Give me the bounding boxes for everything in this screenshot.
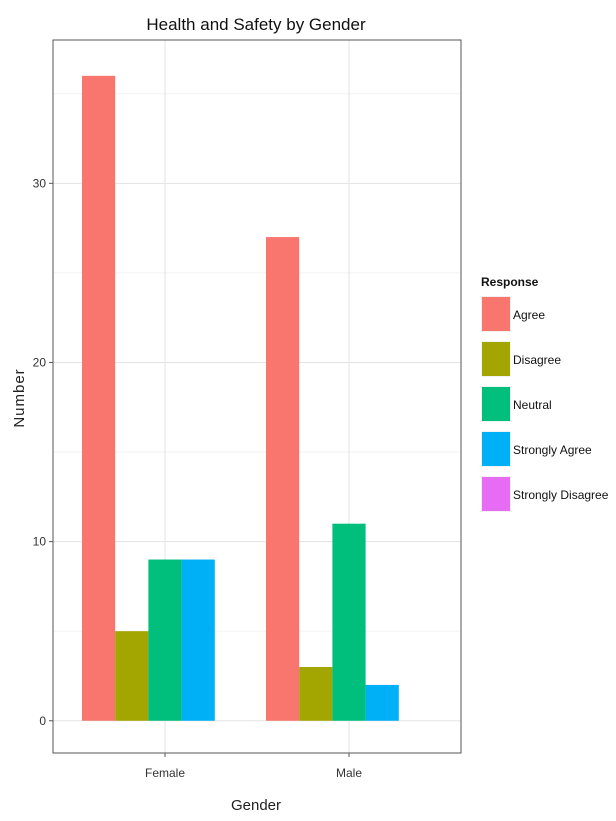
- bar-disagree-female: [115, 631, 149, 721]
- x-tick-label: Female: [145, 766, 185, 780]
- bar-neutral-male: [332, 523, 366, 721]
- chart-title: Health and Safety by Gender: [146, 15, 366, 34]
- bar-agree-female: [82, 75, 116, 721]
- bars: [82, 75, 399, 721]
- legend-swatch-neutral: [482, 387, 510, 421]
- legend: Response Agree Disagree Neutral Strongly Ag…: [481, 275, 609, 512]
- bar-disagree-male: [299, 667, 333, 721]
- y-tick-label: 10: [33, 535, 47, 549]
- legend-swatch-strongly-agree: [482, 432, 510, 466]
- y-tick-label: 30: [33, 176, 47, 190]
- legend-label: Strongly Agree: [513, 443, 592, 457]
- y-axis-label: Number: [11, 368, 28, 427]
- legend-swatch-agree: [482, 297, 510, 331]
- legend-swatch-strongly-disagree: [482, 477, 510, 511]
- legend-title: Response: [481, 275, 539, 289]
- y-tick-label: 20: [33, 355, 47, 369]
- x-axis: Female Male: [145, 753, 362, 780]
- legend-swatch-disagree: [482, 342, 510, 376]
- plot-border: [52, 39, 462, 754]
- bar-strongly-agree-male: [365, 684, 399, 721]
- legend-label: Neutral: [513, 398, 552, 412]
- y-axis: 0 10 20 30: [33, 176, 53, 728]
- bar-neutral-female: [148, 559, 182, 721]
- x-tick-label: Male: [336, 766, 362, 780]
- y-tick-label: 0: [39, 714, 46, 728]
- bar-agree-male: [266, 237, 300, 721]
- legend-label: Strongly Disagree: [513, 488, 609, 502]
- x-axis-label: Gender: [231, 797, 281, 814]
- legend-label: Agree: [513, 308, 545, 322]
- bar-strongly-agree-female: [181, 559, 215, 721]
- legend-label: Disagree: [513, 353, 561, 367]
